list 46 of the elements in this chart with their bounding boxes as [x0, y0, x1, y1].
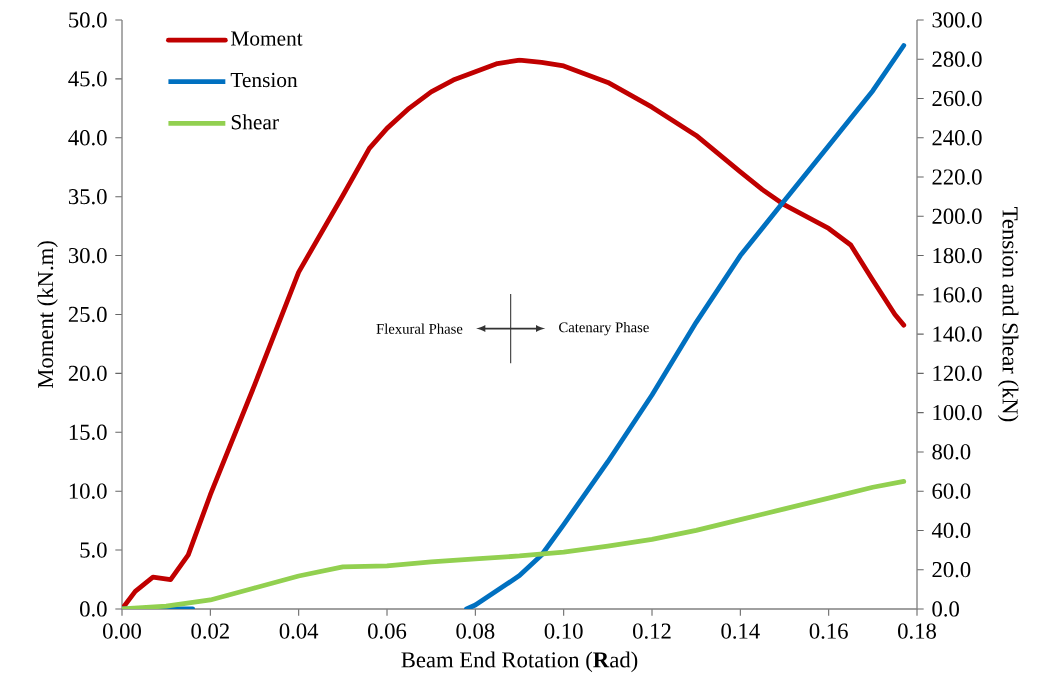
- y2-tick-label: 60.0: [932, 483, 971, 499]
- x-tick-label: 0.08: [456, 623, 495, 639]
- annotation: Flexural Phase: [376, 323, 463, 334]
- y-tick-label: 20.0: [68, 365, 107, 382]
- y-tick-label: 50.0: [69, 12, 107, 28]
- x-tick-label: 0.02: [191, 623, 229, 639]
- y-axis-title: Moment (kN.m): [37, 241, 58, 389]
- y2-axis-title: Tension and Shear (kN): [997, 207, 1019, 422]
- x-tick-label: 0.04: [279, 623, 319, 639]
- y-tick-label: 5.0: [80, 542, 107, 558]
- x-tick-label: 0.00: [103, 623, 141, 639]
- legend-label: Tension: [230, 72, 298, 88]
- y2-tick-label: 120.0: [933, 365, 982, 382]
- y2-tick-label: 20.0: [932, 562, 971, 578]
- y2-tick-label: 160.0: [933, 287, 982, 303]
- x-axis-title: Beam End Rotation (Rad): [401, 651, 638, 673]
- x-tick-label: 0.14: [721, 623, 760, 639]
- y2-tick-label: 220.0: [932, 169, 982, 185]
- y2-tick-label: 300.0: [932, 12, 982, 28]
- y2-tick-label: 240.0: [932, 130, 982, 146]
- y-tick-label: 0.0: [80, 601, 107, 617]
- line-series: [122, 478, 907, 609]
- legend-label: Shear: [231, 114, 279, 130]
- y-tick-label: 25.0: [68, 306, 107, 323]
- y2-tick-label: 40.0: [931, 522, 971, 539]
- y2-tick-label: 200.0: [932, 208, 982, 225]
- y2-tick-label: 0.0: [932, 601, 959, 617]
- x-tick-label: 0.16: [809, 623, 848, 639]
- y-tick-label: 30.0: [68, 247, 107, 264]
- x-tick-label: 0.06: [368, 623, 407, 639]
- y-tick-label: 15.0: [69, 424, 107, 440]
- x-tick-label: 0.12: [633, 623, 671, 639]
- y2-tick-label: 140.0: [933, 326, 982, 342]
- y-tick-label: 40.0: [68, 130, 107, 146]
- y-tick-label: 10.0: [69, 483, 107, 499]
- y-tick-label: 35.0: [68, 188, 107, 205]
- y2-tick-label: 100.0: [933, 404, 982, 421]
- y2-tick-label: 280.0: [932, 51, 982, 67]
- y-tick-label: 45.0: [68, 71, 107, 87]
- legend-label: Moment: [231, 31, 303, 46]
- y2-tick-label: 80.0: [932, 444, 971, 460]
- x-tick-label: 0.10: [544, 623, 583, 639]
- annotation: Catenary Phase: [559, 321, 649, 336]
- y2-tick-label: 180.0: [933, 247, 982, 264]
- x-tick-label: 0.18: [898, 623, 936, 639]
- y2-tick-label: 260.0: [932, 90, 982, 107]
